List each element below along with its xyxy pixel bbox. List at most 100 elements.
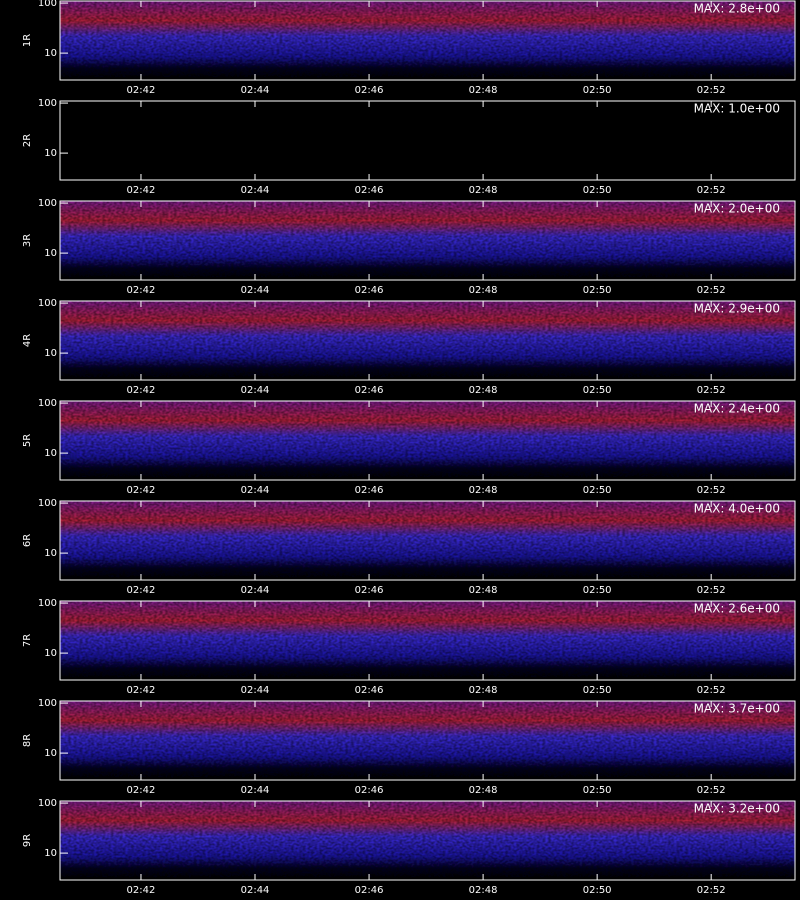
x-tick-label: 02:50 [583, 885, 612, 896]
plot-frame [59, 300, 796, 381]
max-annotation: MAX: 3.2e+00 [694, 802, 780, 816]
x-tick-label: 02:42 [127, 485, 156, 496]
spectrogram-texture [60, 301, 795, 380]
spectrogram-texture [60, 801, 795, 880]
x-tick-label: 02:48 [469, 185, 498, 196]
x-tick-label: 02:44 [241, 885, 270, 896]
y-axis-label: 6R [22, 534, 33, 547]
x-tick-label: 02:42 [127, 185, 156, 196]
y-tick-label: 10 [44, 848, 57, 859]
x-tick-label: 02:44 [241, 485, 270, 496]
x-tick-label: 02:50 [583, 585, 612, 596]
x-tick-label: 02:50 [583, 185, 612, 196]
y-axis-label: 2R [22, 134, 33, 147]
texture-grain [60, 501, 795, 580]
x-tick-label: 02:42 [127, 385, 156, 396]
texture-grain [60, 701, 795, 780]
x-tick-label: 02:50 [583, 685, 612, 696]
y-axis-label: 8R [22, 734, 33, 747]
x-tick-label: 02:46 [355, 585, 384, 596]
y-tick-label: 10 [44, 548, 57, 559]
x-tick-label: 02:42 [127, 85, 156, 96]
y-tick-label: 100 [38, 798, 57, 809]
y-axis-label: 1R [22, 34, 33, 47]
x-tick-label: 02:42 [127, 585, 156, 596]
x-tick-label: 02:42 [127, 785, 156, 796]
x-tick-label: 02:52 [697, 885, 726, 896]
x-tick-label: 02:48 [469, 85, 498, 96]
x-tick-label: 02:52 [697, 185, 726, 196]
x-tick-label: 02:48 [469, 285, 498, 296]
spectrogram-texture [60, 401, 795, 480]
x-tick-label: 02:46 [355, 385, 384, 396]
x-tick-label: 02:44 [241, 85, 270, 96]
texture-grain [60, 401, 795, 480]
plot-frame [59, 200, 796, 281]
x-tick-label: 02:50 [583, 385, 612, 396]
y-tick-label: 100 [38, 598, 57, 609]
y-tick-label: 10 [44, 748, 57, 759]
x-tick-label: 02:52 [697, 485, 726, 496]
plot-frame [59, 400, 796, 481]
y-tick-label: 100 [38, 198, 57, 209]
max-annotation: MAX: 2.4e+00 [694, 402, 780, 416]
y-axis-label: 4R [22, 334, 33, 347]
y-tick-label: 100 [38, 98, 57, 109]
y-axis-label: 3R [22, 234, 33, 247]
texture-grain [60, 201, 795, 280]
y-tick-label: 10 [44, 348, 57, 359]
x-tick-label: 02:42 [127, 885, 156, 896]
max-annotation: MAX: 3.7e+00 [694, 702, 780, 716]
plot-frame [59, 0, 796, 81]
y-tick-label: 100 [38, 298, 57, 309]
x-tick-label: 02:48 [469, 885, 498, 896]
x-tick-label: 02:44 [241, 385, 270, 396]
plot-frame [59, 800, 796, 881]
x-tick-label: 02:52 [697, 285, 726, 296]
y-tick-label: 10 [44, 648, 57, 659]
texture-grain [60, 801, 795, 880]
x-tick-label: 02:46 [355, 785, 384, 796]
x-tick-label: 02:48 [469, 785, 498, 796]
x-tick-label: 02:52 [697, 585, 726, 596]
y-tick-label: 10 [44, 48, 57, 59]
plot-frame [59, 700, 796, 781]
max-annotation: MAX: 2.0e+00 [694, 202, 780, 216]
texture-grain [60, 1, 795, 80]
y-axis-label: 7R [22, 634, 33, 647]
y-tick-label: 100 [38, 398, 57, 409]
spectrogram-texture [60, 701, 795, 780]
texture-grain [60, 601, 795, 680]
spectrogram-texture [60, 1, 795, 80]
x-tick-label: 02:50 [583, 285, 612, 296]
max-annotation: MAX: 4.0e+00 [694, 502, 780, 516]
x-tick-label: 02:52 [697, 785, 726, 796]
x-tick-label: 02:46 [355, 285, 384, 296]
max-annotation: MAX: 1.0e+00 [694, 102, 780, 116]
x-tick-label: 02:44 [241, 185, 270, 196]
y-tick-label: 10 [44, 148, 57, 159]
y-tick-label: 10 [44, 448, 57, 459]
x-tick-label: 02:46 [355, 485, 384, 496]
x-tick-label: 02:52 [697, 685, 726, 696]
x-tick-label: 02:50 [583, 85, 612, 96]
x-tick-label: 02:44 [241, 785, 270, 796]
y-tick-label: 100 [38, 0, 57, 9]
x-tick-label: 02:48 [469, 485, 498, 496]
x-tick-label: 02:44 [241, 585, 270, 596]
x-tick-label: 02:52 [697, 385, 726, 396]
plot-frame [59, 500, 796, 581]
plot-frame [59, 600, 796, 681]
x-tick-label: 02:48 [469, 385, 498, 396]
x-tick-label: 02:46 [355, 885, 384, 896]
x-tick-label: 02:50 [583, 785, 612, 796]
x-tick-label: 02:48 [469, 585, 498, 596]
x-tick-label: 02:46 [355, 85, 384, 96]
y-tick-label: 100 [38, 498, 57, 509]
x-tick-label: 02:44 [241, 285, 270, 296]
x-tick-label: 02:46 [355, 685, 384, 696]
x-tick-label: 02:46 [355, 185, 384, 196]
plot-frame [59, 100, 796, 181]
max-annotation: MAX: 2.9e+00 [694, 302, 780, 316]
